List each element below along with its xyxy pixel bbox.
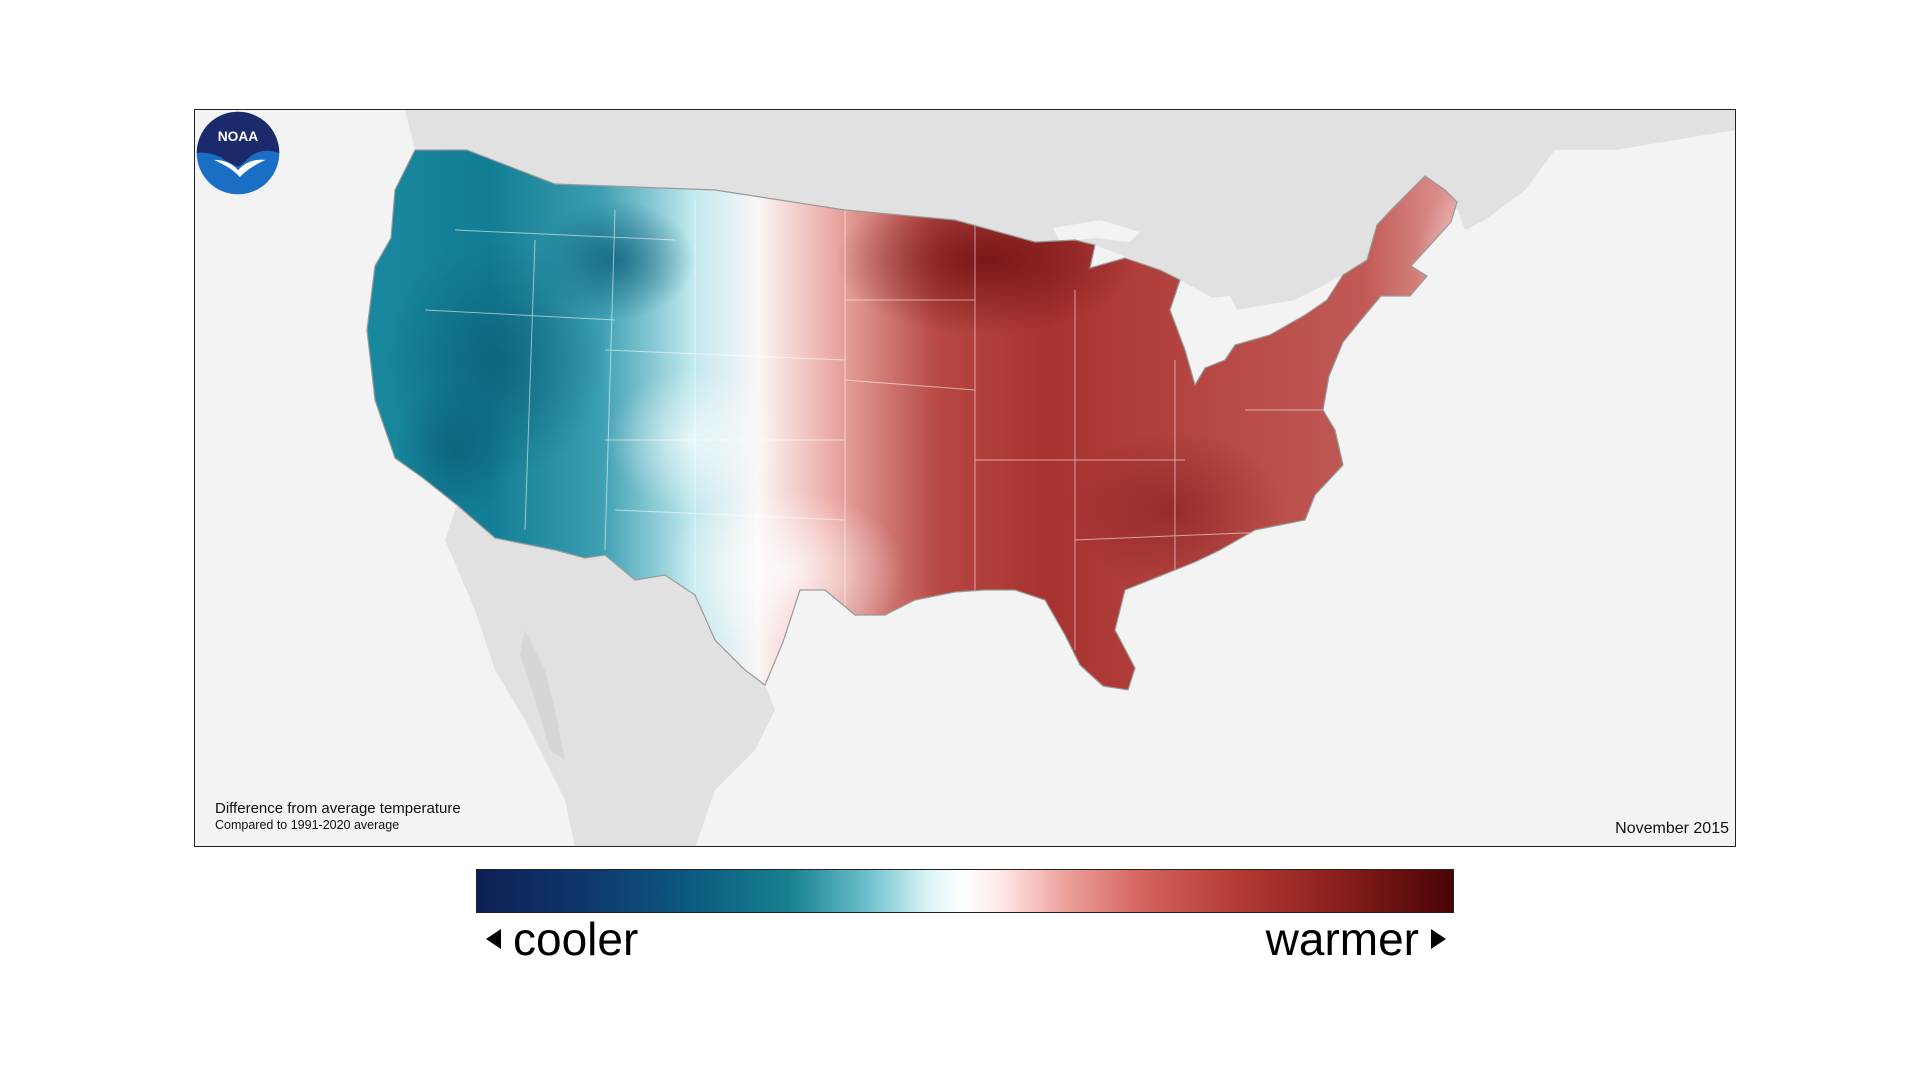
legend-warmer: warmer [1266,912,1446,966]
map-canvas [366,110,1735,846]
noaa-logo: NOAA [196,111,280,195]
noaa-logo-text: NOAA [218,129,259,144]
map-caption: Difference from average temperature Comp… [215,800,461,834]
legend-cooler-label: cooler [513,913,639,965]
map-caption-title: Difference from average temperature [215,799,461,817]
left-triangle-icon [486,929,501,949]
state-borders [424,200,1335,650]
legend-cooler: cooler [486,912,638,966]
legend-warmer-label: warmer [1265,913,1419,965]
map-date: November 2015 [1615,820,1729,837]
right-triangle-icon [1431,929,1446,949]
surrounding-land [405,110,1735,846]
map-caption-baseline: Compared to 1991-2020 average [215,818,400,833]
color-scale-bar [476,869,1454,913]
anomaly-map: Difference from average temperature Comp… [194,109,1736,847]
